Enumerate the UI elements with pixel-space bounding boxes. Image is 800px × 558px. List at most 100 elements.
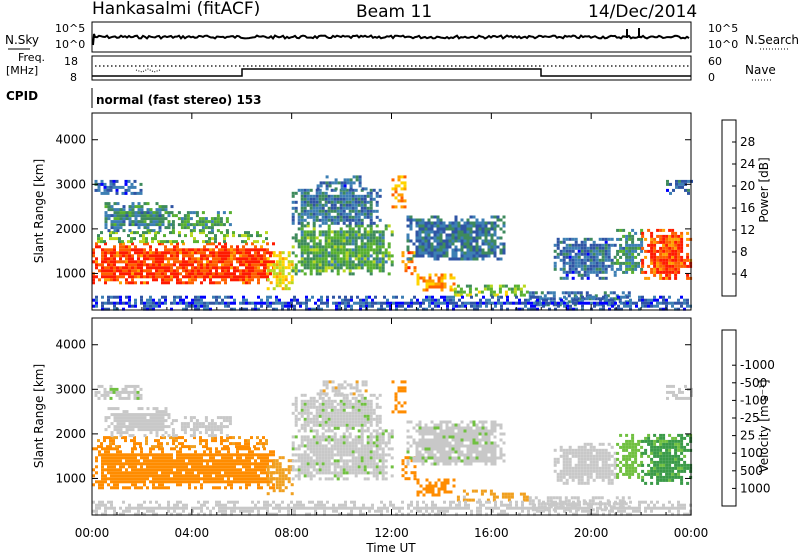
velocity-echo-cell <box>157 442 160 445</box>
power-echo-cell <box>217 220 220 223</box>
power-echo-cell <box>578 274 581 277</box>
power-echo-cell <box>101 305 104 308</box>
power-echo-cell <box>569 247 572 250</box>
velocity-echo-cell <box>159 416 162 419</box>
power-echo-cell <box>175 240 178 243</box>
power-echo-cell <box>248 260 251 263</box>
velocity-echo-cell <box>104 394 107 397</box>
power-echo-cell <box>260 257 263 260</box>
power-echo-cell <box>490 288 493 291</box>
velocity-echo-cell <box>361 471 364 474</box>
power-echo-cell <box>118 240 121 243</box>
velocity-echo-cell <box>334 447 337 450</box>
power-echo-cell <box>322 230 325 233</box>
power-echo-cell <box>355 213 358 216</box>
power-echo-cell <box>473 258 476 261</box>
velocity-echo-cell <box>109 442 112 445</box>
velocity-echo-cell <box>155 456 158 459</box>
power-echo-cell <box>602 277 605 280</box>
power-echo-cell <box>346 263 349 266</box>
power-echo-cell <box>127 234 130 237</box>
power-echo-cell <box>254 248 257 251</box>
power-echo-cell <box>422 231 425 234</box>
power-echo-cell <box>221 260 224 263</box>
power-echo-cell <box>407 237 410 240</box>
power-echo-cell <box>608 265 611 268</box>
power-echo-cell <box>524 302 527 305</box>
velocity-echo-cell <box>254 465 257 468</box>
power-echo-cell <box>224 281 227 284</box>
velocity-echo-cell <box>119 474 122 477</box>
velocity-echo-cell <box>343 462 346 465</box>
power-echo-cell <box>349 266 352 269</box>
velocity-echo-cell <box>138 422 141 425</box>
power-echo-cell <box>634 265 637 268</box>
power-echo-cell <box>544 294 547 297</box>
power-echo-cell <box>461 302 464 305</box>
velocity-echo-cell <box>140 486 143 489</box>
power-echo-cell <box>352 198 355 201</box>
velocity-echo-cell <box>140 471 143 474</box>
velocity-echo-cell <box>131 471 134 474</box>
power-echo-cell <box>137 266 140 269</box>
power-echo-cell <box>236 251 239 254</box>
power-echo-cell <box>101 251 104 254</box>
velocity-echo-cell <box>179 477 182 480</box>
velocity-echo-cell <box>218 471 221 474</box>
velocity-echo-cell <box>245 471 248 474</box>
velocity-echo-cell <box>298 453 301 456</box>
power-echo-cell <box>500 228 503 231</box>
power-echo-cell <box>335 187 338 190</box>
power-echo-cell <box>521 302 524 305</box>
power-echo-cell <box>581 268 584 271</box>
power-echo-cell <box>168 223 171 226</box>
power-echo-cell <box>304 204 307 207</box>
power-echo-cell <box>398 178 401 181</box>
power-echo-cell <box>167 281 170 284</box>
power-echo-cell <box>373 251 376 254</box>
power-echo-cell <box>325 192 328 195</box>
power-echo-cell <box>304 257 307 260</box>
power-echo-cell <box>686 244 689 247</box>
power-echo-cell <box>475 294 478 297</box>
power-echo-cell <box>200 254 203 257</box>
velocity-echo-cell <box>153 419 156 422</box>
power-echo-cell <box>619 268 622 271</box>
power-echo-cell <box>659 253 662 256</box>
power-echo-cell <box>188 248 191 251</box>
power-echo-cell <box>629 305 632 308</box>
power-echo-cell <box>590 250 593 253</box>
velocity-echo-cell <box>95 459 98 462</box>
power-echo-cell <box>413 219 416 222</box>
velocity-echo-cell <box>304 444 307 447</box>
power-echo-cell <box>164 257 167 260</box>
power-echo-cell <box>434 225 437 228</box>
power-echo-cell <box>141 214 144 217</box>
power-echo-cell <box>206 305 209 308</box>
velocity-echo-cell <box>147 419 150 422</box>
power-echo-cell <box>488 252 491 255</box>
power-echo-cell <box>453 277 456 280</box>
velocity-echo-cell <box>215 453 218 456</box>
power-echo-cell <box>325 269 328 272</box>
velocity-echo-cell <box>279 480 282 483</box>
power-echo-cell <box>188 281 191 284</box>
power-echo-cell <box>557 247 560 250</box>
power-echo-cell <box>307 201 310 204</box>
power-echo-cell <box>334 266 337 269</box>
velocity-echo-cell <box>319 468 322 471</box>
velocity-echo-cell <box>122 391 125 394</box>
power-echo-cell <box>687 180 690 183</box>
power-echo-cell <box>191 257 194 260</box>
power-echo-cell <box>650 302 653 305</box>
power-echo-cell <box>616 253 619 256</box>
power-echo-cell <box>437 240 440 243</box>
power-echo-cell <box>386 302 389 305</box>
power-echo-cell <box>319 204 322 207</box>
velocity-echo-cell <box>166 442 169 445</box>
power-echo-cell <box>611 262 614 265</box>
velocity-echo-cell <box>95 391 98 394</box>
power-echo-cell <box>355 251 358 254</box>
power-echo-cell <box>428 237 431 240</box>
power-echo-cell <box>304 195 307 198</box>
